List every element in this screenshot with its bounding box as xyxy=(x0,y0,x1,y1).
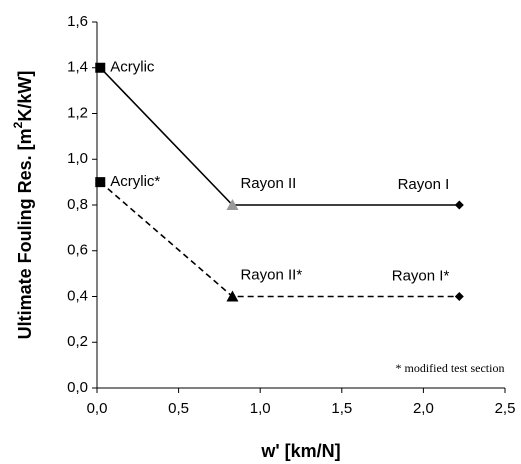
point-label: Rayon I* xyxy=(392,267,450,284)
marker xyxy=(226,290,239,302)
x-tick-label: 1,5 xyxy=(331,400,352,417)
x-axis-title: w' [km/N] xyxy=(260,441,340,461)
point-label: Rayon II xyxy=(240,175,296,192)
y-title-sup: 2 xyxy=(11,121,25,128)
x-tick-label: 1,0 xyxy=(250,400,271,417)
marker xyxy=(226,199,239,210)
y-axis-title: Ultimate Fouling Res. [m2K/kW] xyxy=(11,71,35,340)
x-tick-label: 0,5 xyxy=(168,400,189,417)
point-label: Acrylic xyxy=(110,59,155,76)
y-tick-label: 1,6 xyxy=(67,13,88,30)
y-tick-label: 0,4 xyxy=(67,287,88,304)
y-tick-label: 1,0 xyxy=(67,150,88,167)
y-tick-label: 1,4 xyxy=(67,59,88,76)
y-tick-label: 0,6 xyxy=(67,242,88,259)
point-label: Rayon II* xyxy=(240,266,302,283)
marker xyxy=(95,62,106,73)
point-label: Rayon I xyxy=(398,176,450,193)
annotation: * modified test section xyxy=(396,361,505,375)
y-tick-label: 0,0 xyxy=(67,379,88,396)
y-tick-label: 0,8 xyxy=(67,196,88,213)
y-title-part: Ultimate Fouling Res. [m xyxy=(15,128,35,339)
x-tick-label: 0,0 xyxy=(87,400,108,417)
marker xyxy=(454,292,464,301)
y-title-part: K/kW] xyxy=(15,71,35,122)
x-tick-label: 2,5 xyxy=(495,400,516,417)
y-tick-label: 0,2 xyxy=(67,333,88,350)
y-tick-label: 1,2 xyxy=(67,104,88,121)
marker xyxy=(454,200,464,210)
marker xyxy=(95,177,106,188)
point-label: Acrylic* xyxy=(110,173,160,190)
x-tick-label: 2,0 xyxy=(413,400,434,417)
